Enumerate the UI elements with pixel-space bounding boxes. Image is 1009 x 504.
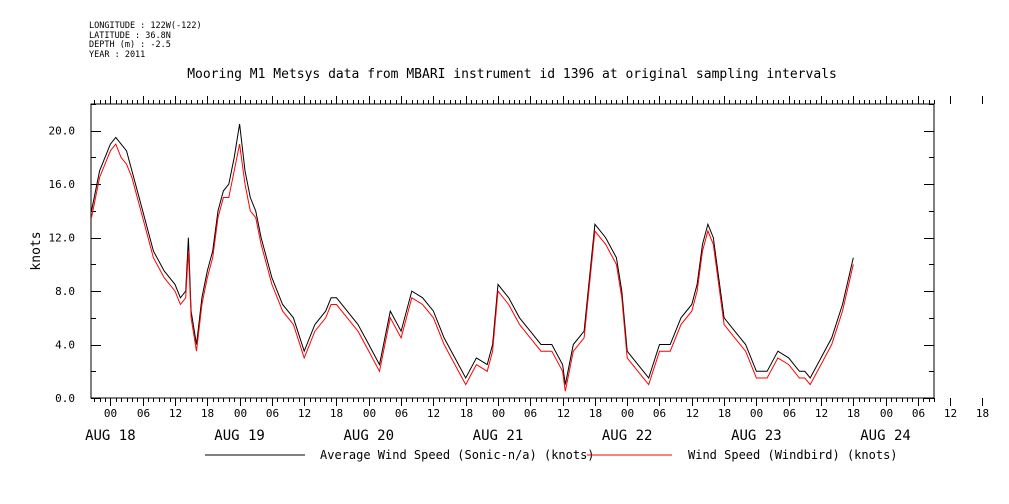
y-tick-label: 4.0 (55, 339, 75, 352)
longitude-label: LONGITUDE : 122W(-122) (89, 21, 202, 31)
day-label: AUG 23 (731, 428, 782, 444)
day-label: AUG 21 (473, 428, 524, 444)
x-tick-label: 12 (686, 407, 699, 420)
x-tick-label: 18 (589, 407, 602, 420)
day-label: AUG 19 (214, 428, 265, 444)
x-tick-label: 00 (750, 407, 763, 420)
x-tick-label: 00 (104, 407, 117, 420)
x-tick-label: 00 (880, 407, 893, 420)
x-tick-label: 00 (492, 407, 505, 420)
x-tick-label: 18 (718, 407, 731, 420)
chart-title: Mooring M1 Metsys data from MBARI instru… (187, 67, 837, 82)
y-tick-label: 8.0 (55, 285, 75, 298)
series-line-windbird (91, 143, 854, 392)
y-axis-label: knots (29, 231, 44, 270)
x-tick-label: 06 (137, 407, 150, 420)
depth-label: DEPTH (m) : -2.5 (89, 40, 171, 50)
x-tick-label: 06 (783, 407, 796, 420)
series-line-sonic (91, 123, 854, 385)
x-tick-label: 18 (201, 407, 214, 420)
latitude-label: LATITUDE : 36.8N (89, 30, 171, 41)
legend-label: Average Wind Speed (Sonic-n/a) (knots) (320, 448, 595, 462)
x-tick-label: 00 (234, 407, 247, 420)
x-tick-label: 18 (330, 407, 343, 420)
x-tick-label: 12 (557, 407, 570, 420)
x-tick-label: 06 (912, 407, 925, 420)
day-label: AUG 22 (602, 428, 653, 444)
x-tick-label: 06 (266, 407, 279, 420)
x-tick-label: 12 (298, 407, 311, 420)
x-tick-label: 12 (169, 407, 182, 420)
x-tick-label: 06 (653, 407, 666, 420)
location-metadata: LONGITUDE : 122W(-122) LATITUDE : 36.8N … (89, 21, 202, 60)
x-tick-label: 12 (427, 407, 440, 420)
y-tick-label: 16.0 (49, 178, 76, 191)
day-label: AUG 24 (860, 428, 911, 444)
x-tick-label: 06 (524, 407, 537, 420)
x-tick-label: 12 (944, 407, 957, 420)
x-tick-label: 18 (847, 407, 860, 420)
y-tick-label: 20.0 (49, 125, 76, 138)
x-tick-label: 00 (621, 407, 634, 420)
x-tick-label: 00 (363, 407, 376, 420)
x-tick-label: 12 (815, 407, 828, 420)
x-tick-label: 18 (460, 407, 473, 420)
legend-label: Wind Speed (Windbird) (knots) (688, 448, 898, 462)
plot-frame (90, 103, 935, 399)
x-tick-label: 18 (976, 407, 989, 420)
day-label: AUG 18 (85, 428, 136, 444)
x-tick-label: 06 (395, 407, 408, 420)
day-label: AUG 20 (343, 428, 394, 444)
y-tick-label: 12.0 (49, 232, 76, 245)
y-tick-label: 0.0 (55, 392, 75, 405)
year-label: YEAR : 2011 (89, 49, 146, 60)
